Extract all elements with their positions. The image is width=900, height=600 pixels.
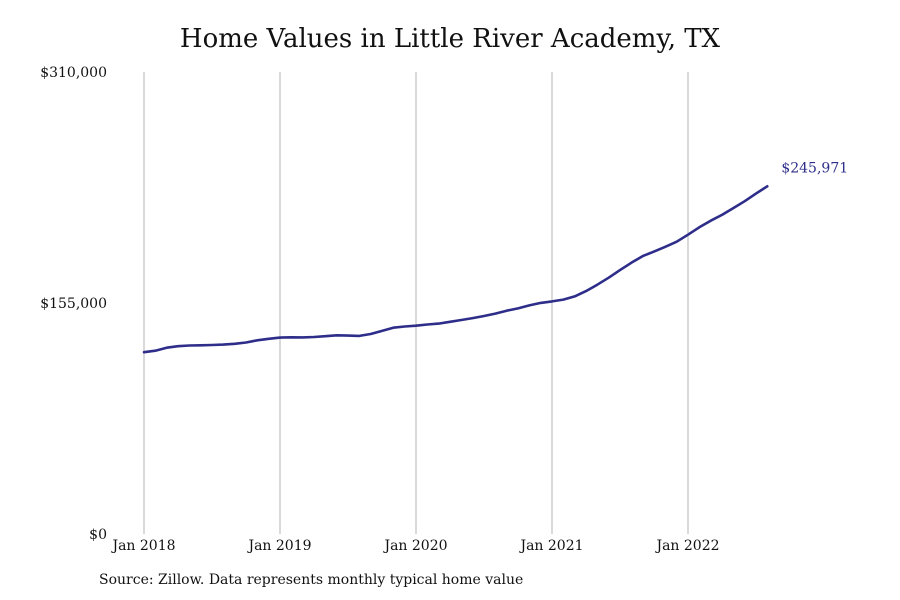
x-tick-label: Jan 2021 [518, 538, 583, 554]
x-tick-label: Jan 2022 [654, 538, 719, 554]
series-line [142, 185, 769, 354]
y-tick-label: $0 [89, 527, 107, 543]
x-tick-label: Jan 2020 [382, 538, 447, 554]
chart-title: Home Values in Little River Academy, TX [179, 24, 721, 54]
y-tick-label: $310,000 [40, 65, 107, 81]
x-tick-label: Jan 2018 [110, 538, 175, 554]
source-note: Source: Zillow. Data represents monthly … [99, 572, 524, 588]
x-tick-label: Jan 2019 [246, 538, 311, 554]
end-value-label: $245,971 [781, 160, 848, 176]
y-tick-label: $155,000 [40, 296, 107, 312]
